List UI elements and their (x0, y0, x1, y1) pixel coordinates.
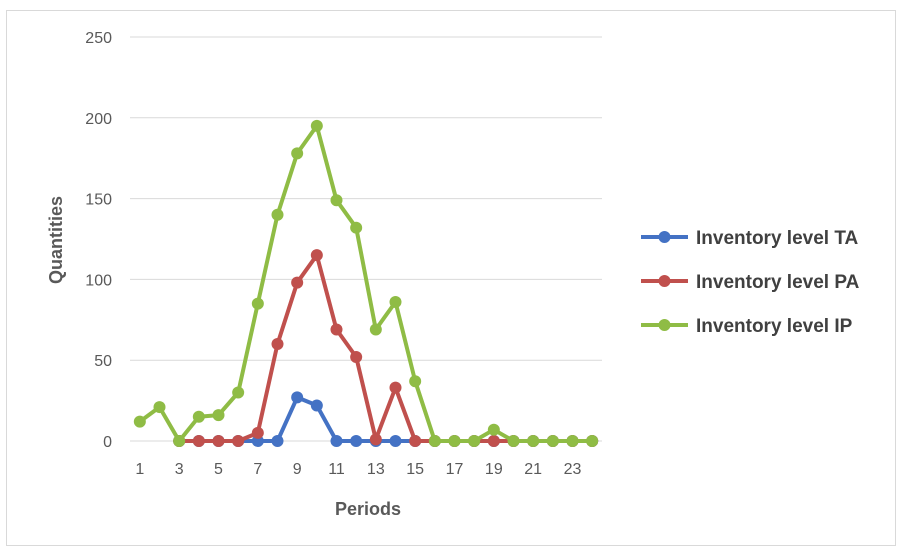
data-point (330, 323, 343, 336)
chart-frame (6, 10, 896, 546)
series-layer (133, 119, 599, 447)
gridlines (130, 36, 602, 442)
y-axis-ticks: 0 50 100 150 200 250 (85, 30, 112, 451)
x-tick-label: 3 (175, 461, 184, 478)
data-point (291, 276, 304, 289)
y-tick-label: 0 (103, 434, 112, 451)
data-point (389, 435, 402, 447)
data-point (350, 435, 363, 447)
x-tick-label: 19 (485, 461, 503, 478)
x-tick-label: 17 (446, 461, 464, 478)
x-tick-label: 5 (214, 461, 223, 478)
data-point (251, 297, 264, 310)
data-point (310, 119, 323, 132)
y-tick-label: 50 (94, 353, 112, 370)
legend-label: Inventory level IP (696, 316, 853, 337)
series-line (177, 253, 595, 443)
series-3 (133, 119, 599, 447)
data-point (487, 435, 500, 447)
data-point (133, 415, 146, 428)
y-tick-label: 150 (85, 192, 112, 209)
data-point (389, 296, 402, 309)
data-point (173, 435, 186, 447)
data-point (527, 435, 540, 447)
legend-marker (658, 319, 671, 331)
x-tick-label: 7 (253, 461, 262, 478)
data-point (330, 435, 343, 447)
data-point (546, 435, 559, 447)
y-tick-label: 250 (85, 30, 112, 47)
data-point (330, 194, 343, 207)
legend: Inventory level TA Inventory level PA Inve… (641, 228, 860, 337)
data-point (487, 423, 500, 436)
data-point (566, 435, 579, 447)
data-point (310, 399, 323, 412)
x-tick-label: 13 (367, 461, 385, 478)
data-point (291, 147, 304, 160)
data-point (468, 435, 481, 447)
legend-label: Inventory level PA (696, 272, 860, 293)
data-point (586, 435, 599, 447)
data-point (192, 410, 205, 423)
data-point (389, 381, 402, 394)
series-line (177, 395, 595, 443)
x-tick-label: 15 (406, 461, 424, 478)
x-axis-title: Periods (335, 499, 401, 519)
data-point (448, 435, 461, 447)
data-point (507, 435, 520, 447)
legend-marker (658, 275, 671, 287)
data-point (369, 433, 382, 446)
x-axis-ticks: 1 3 5 7 9 11 13 15 17 19 21 23 (135, 461, 581, 478)
data-point (153, 401, 166, 414)
data-point (310, 249, 323, 262)
legend-marker (658, 231, 671, 243)
data-point (428, 435, 441, 447)
data-point (251, 426, 264, 439)
data-point (232, 435, 245, 447)
data-point (291, 391, 304, 404)
legend-label: Inventory level TA (696, 228, 859, 249)
data-point (350, 221, 363, 234)
y-tick-label: 100 (85, 272, 112, 289)
data-point (271, 435, 284, 447)
data-point (369, 323, 382, 336)
x-tick-label: 11 (328, 461, 345, 478)
data-point (271, 338, 284, 351)
data-point (212, 435, 225, 447)
data-point (350, 350, 363, 363)
data-point (232, 386, 245, 399)
data-point (409, 375, 422, 388)
x-tick-label: 23 (564, 461, 582, 478)
data-point (409, 435, 422, 447)
data-point (271, 208, 284, 221)
x-tick-label: 1 (135, 461, 144, 478)
x-tick-label: 9 (293, 461, 302, 478)
y-tick-label: 200 (85, 111, 112, 128)
data-point (212, 409, 225, 422)
data-point (192, 435, 205, 447)
x-tick-label: 21 (524, 461, 542, 478)
y-axis-title: Quantities (46, 196, 66, 284)
series-2 (173, 249, 599, 447)
